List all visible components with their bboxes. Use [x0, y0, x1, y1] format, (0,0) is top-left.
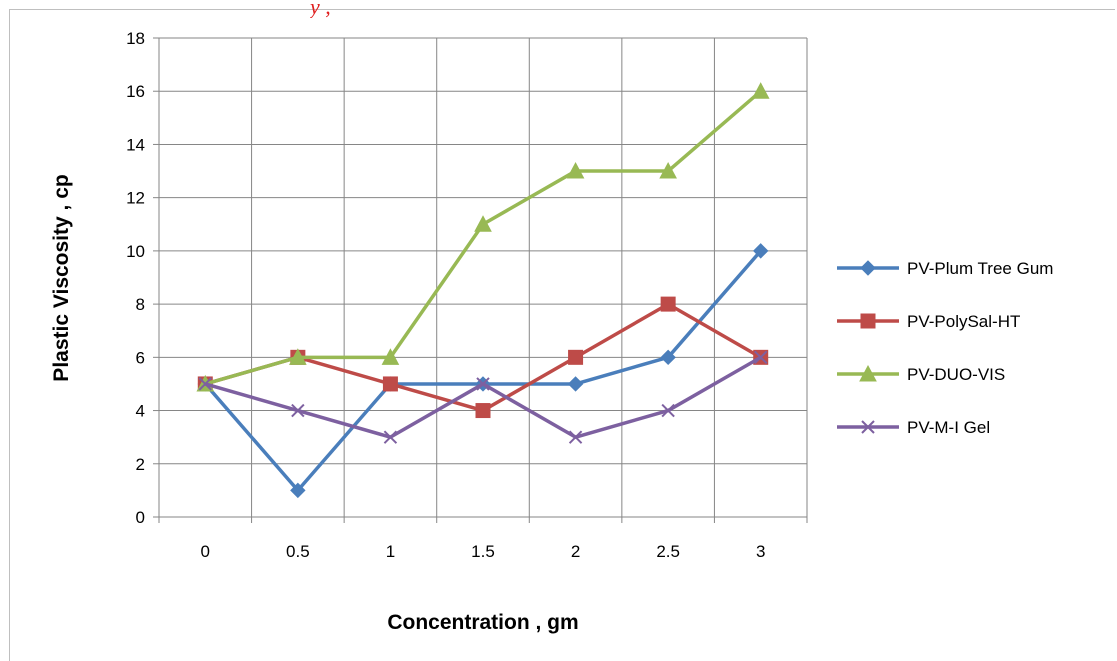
data-point	[751, 82, 770, 99]
grid-lines	[159, 37, 808, 517]
marker-stroke	[383, 430, 398, 444]
series-pv-duo-vis	[196, 82, 770, 392]
x-tick-label: 3	[756, 542, 765, 561]
series-line	[204, 89, 762, 386]
x-axis-ticks: 0 0.5 1 1.5 2 2.5 3	[158, 517, 808, 561]
data-point	[754, 350, 768, 365]
data-point	[659, 161, 677, 179]
data-point	[566, 161, 585, 179]
legend-swatch-marker	[860, 313, 876, 329]
data-point	[568, 349, 584, 365]
marker-stroke	[198, 377, 212, 391]
series-pv-m-i-gel	[198, 350, 768, 444]
legend-swatch-marker	[861, 420, 875, 434]
series-line	[203, 249, 763, 493]
data-point	[474, 215, 492, 232]
marker-stroke	[291, 403, 305, 418]
y-tick-label: 0	[136, 508, 145, 527]
marker-stroke	[568, 430, 583, 444]
data-point	[476, 377, 490, 391]
data-point	[382, 376, 398, 392]
y-tick-label: 4	[136, 402, 145, 421]
legend-item: PV-M-I Gel	[837, 418, 990, 437]
data-point	[291, 403, 305, 418]
y-tick-label: 6	[136, 348, 145, 367]
legend-item: PV-DUO-VIS	[837, 364, 1005, 384]
marker-stroke	[754, 350, 768, 365]
data-point	[660, 296, 676, 312]
x-tick-label: 1.5	[471, 542, 495, 561]
marker-stroke	[661, 403, 675, 418]
legend-label: PV-M-I Gel	[907, 418, 990, 437]
x-axis-title: Concentration , gm	[387, 611, 578, 634]
y-tick-label: 18	[126, 29, 145, 48]
x-tick-label: 2.5	[656, 542, 680, 561]
data-point	[381, 348, 400, 365]
y-tick-label: 8	[136, 295, 145, 314]
series-pv-plum-tree-gum	[197, 243, 769, 499]
x-tick-label: 1	[386, 542, 395, 561]
marker-stroke	[861, 420, 875, 434]
y-tick-label: 16	[126, 82, 145, 101]
legend-swatch-marker	[860, 260, 876, 276]
legend-swatch-marker	[859, 364, 877, 382]
legend-item: PV-Plum Tree Gum	[837, 259, 1053, 278]
axes	[158, 38, 807, 518]
data-point	[475, 403, 491, 419]
top-caption: y ,	[310, 0, 331, 18]
legend-label: PV-Plum Tree Gum	[907, 259, 1053, 278]
legend: PV-Plum Tree Gum PV-PolySal-HT PV-DUO-VIS P…	[837, 259, 1053, 437]
data-point	[290, 482, 306, 499]
data-point	[198, 377, 212, 391]
data-point	[567, 376, 584, 392]
series-group	[196, 82, 770, 499]
legend-label: PV-PolySal-HT	[907, 312, 1020, 331]
x-tick-label: 0	[201, 542, 210, 561]
y-axis-ticks: 0 2 4 6 8 10 12 14 16 18	[126, 29, 159, 527]
y-axis-title: Plastic Viscosity , cp	[50, 174, 73, 381]
data-point	[661, 403, 675, 418]
data-point	[289, 348, 307, 365]
y-tick-label: 12	[126, 189, 145, 208]
y-tick-label: 2	[136, 455, 145, 474]
data-point	[660, 349, 676, 366]
legend-label: PV-DUO-VIS	[907, 365, 1005, 384]
data-point	[568, 430, 583, 444]
x-tick-label: 2	[571, 542, 580, 561]
chart-frame: y ,	[9, 0, 1115, 661]
x-tick-label: 0.5	[286, 542, 310, 561]
data-point	[753, 243, 769, 259]
data-point	[383, 430, 398, 444]
y-tick-label: 14	[126, 135, 145, 154]
marker-stroke	[476, 377, 490, 391]
y-tick-label: 10	[126, 242, 145, 261]
series-line	[204, 355, 762, 439]
legend-item: PV-PolySal-HT	[837, 312, 1020, 331]
